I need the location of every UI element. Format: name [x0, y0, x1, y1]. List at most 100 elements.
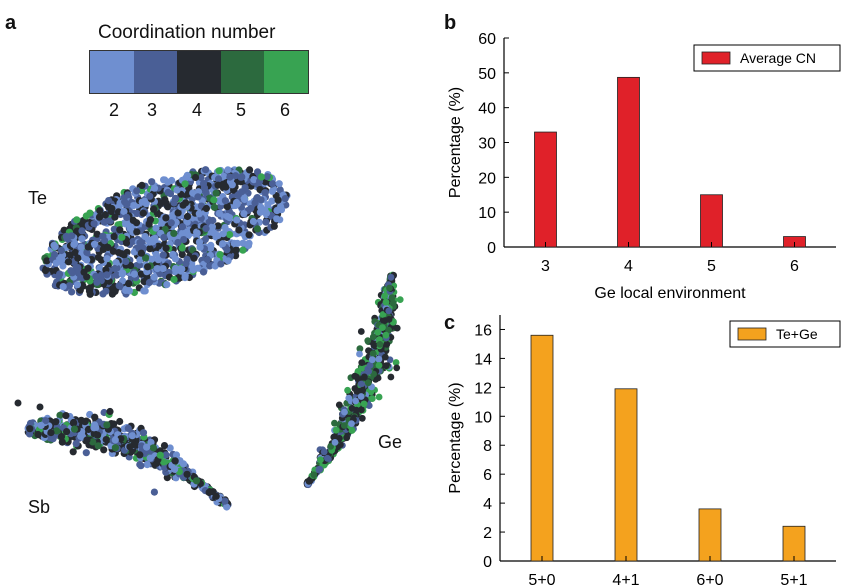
te-atom — [52, 259, 60, 267]
te-atom — [199, 268, 208, 276]
ge-atom — [368, 395, 376, 402]
ge-atom — [366, 361, 374, 369]
sb-atom — [91, 413, 99, 421]
te-atom — [240, 193, 248, 201]
sb-atom — [223, 503, 231, 511]
ge-atom — [353, 406, 360, 414]
te-atom — [103, 255, 111, 263]
sb-atom — [70, 425, 79, 433]
sb-atom — [160, 458, 168, 466]
te-atom — [41, 267, 50, 275]
te-atom — [191, 173, 200, 182]
te-atom — [224, 257, 232, 265]
ge-atom — [361, 373, 368, 381]
ge-atom — [331, 439, 339, 446]
te-atom — [219, 240, 227, 248]
te-atom — [226, 173, 234, 181]
te-atom — [232, 201, 240, 210]
ge-atom — [375, 355, 383, 363]
colorbar-tick-2: 2 — [108, 100, 119, 120]
te-atom — [193, 229, 201, 237]
te-atom — [214, 181, 222, 189]
te-atom — [210, 203, 218, 211]
ge-atom — [351, 372, 359, 380]
te-atom — [249, 217, 257, 226]
bar — [534, 131, 557, 248]
sb-atom — [111, 444, 119, 452]
te-atom — [206, 262, 214, 270]
te-atom — [125, 280, 133, 288]
te-atom — [194, 193, 202, 201]
te-atom — [245, 231, 253, 239]
ge-atom — [370, 341, 378, 349]
te-atom — [68, 232, 76, 240]
te-atom — [57, 246, 65, 255]
te-atom — [202, 204, 210, 213]
te-atom — [129, 202, 137, 210]
te-atom — [83, 273, 91, 281]
te-atom — [83, 248, 91, 256]
ge-atom — [387, 273, 395, 281]
x-tick-label: 5 — [707, 258, 716, 275]
te-atom — [269, 180, 277, 188]
te-atom — [62, 232, 70, 240]
te-atom — [254, 168, 262, 176]
y-tick-label: 12 — [474, 380, 492, 397]
te-atom — [78, 227, 86, 235]
ge-atom — [365, 368, 373, 375]
te-atom — [217, 260, 225, 268]
te-atom — [161, 176, 169, 184]
te-atom — [195, 238, 204, 246]
te-atom — [223, 246, 231, 254]
te-atom — [104, 243, 112, 252]
te-atom — [263, 173, 271, 181]
ge-atom — [379, 311, 387, 318]
ge-atom — [374, 329, 382, 336]
te-atom — [215, 209, 223, 217]
ge-atom — [360, 400, 368, 408]
te-atom — [199, 179, 208, 188]
x-tick-label: 4 — [624, 258, 633, 275]
x-tick-label: 6 — [790, 258, 799, 275]
te-atom — [281, 195, 289, 203]
sb-atom — [52, 418, 60, 426]
ge-atom — [389, 299, 397, 307]
sb-atom — [160, 442, 169, 450]
te-atom — [59, 283, 67, 291]
te-atom — [164, 188, 172, 196]
sb-atom — [84, 425, 93, 433]
te-atom — [170, 229, 178, 237]
te-atom — [92, 272, 100, 280]
te-atom — [201, 235, 209, 244]
sb-atom — [126, 443, 134, 451]
te-atom — [105, 197, 113, 205]
te-atom — [159, 251, 167, 259]
y-tick-label: 10 — [478, 205, 496, 222]
te-atom — [183, 218, 191, 226]
sb-atom — [81, 418, 89, 426]
te-atom — [178, 251, 186, 259]
sb-atom — [110, 420, 118, 428]
sb-atom — [128, 432, 136, 440]
te-atom — [183, 171, 191, 179]
sb-atom — [37, 421, 45, 430]
y-axis-label: Percentage (%) — [447, 87, 464, 198]
te-atom — [121, 220, 130, 228]
te-atom — [109, 285, 117, 293]
sb-atom — [72, 440, 80, 448]
y-tick-label: 14 — [474, 351, 492, 368]
te-atom — [273, 215, 281, 223]
te-atom — [84, 243, 92, 251]
legend-swatch — [737, 327, 767, 341]
te-atom — [136, 256, 144, 264]
te-atom — [188, 262, 196, 270]
sb-atom — [221, 497, 229, 505]
sb-atom — [26, 425, 34, 433]
te-atom — [138, 181, 146, 189]
te-atom — [178, 223, 186, 231]
ge-atom — [393, 364, 401, 372]
sb-atom — [147, 438, 155, 446]
sb-atom — [149, 444, 157, 452]
sb-atom — [136, 451, 144, 459]
